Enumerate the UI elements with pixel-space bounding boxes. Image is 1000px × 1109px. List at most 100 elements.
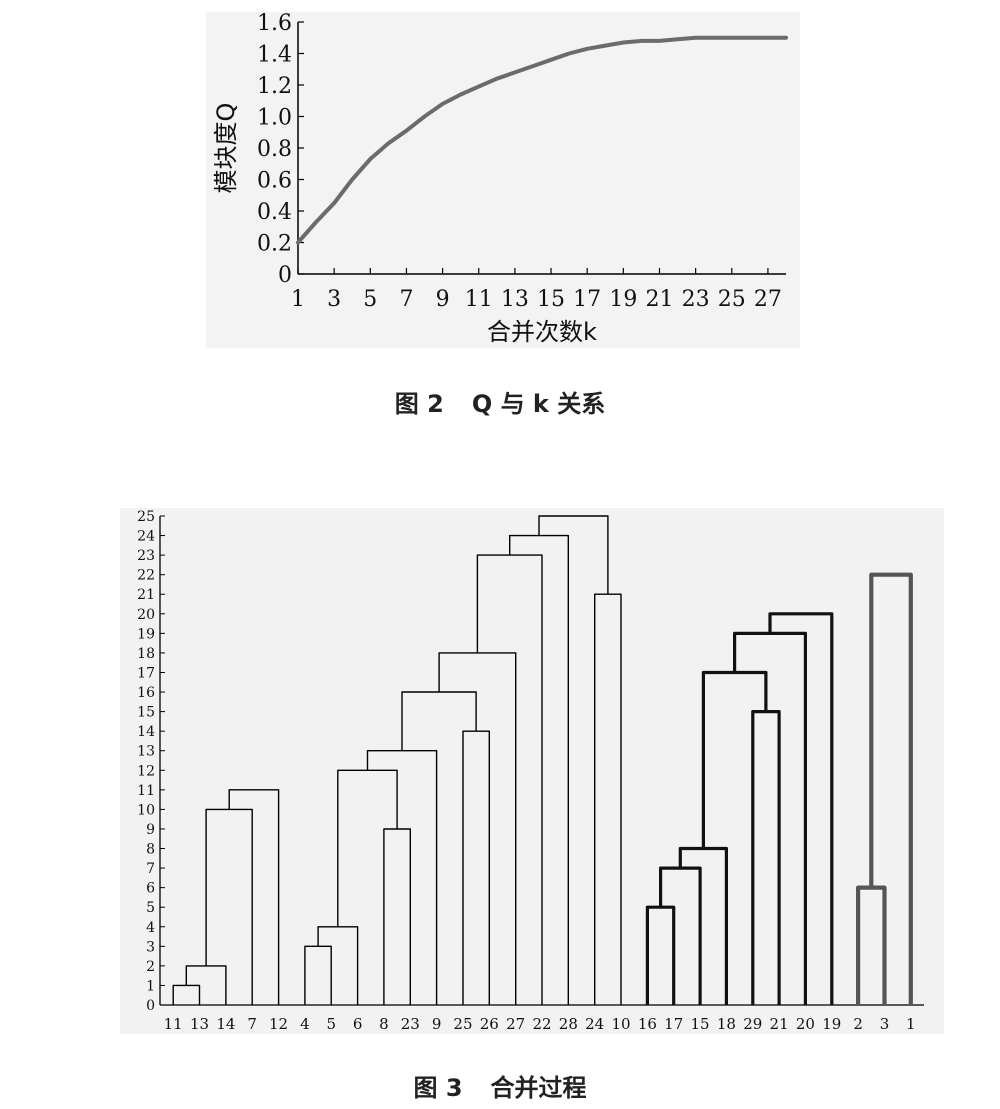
dendrogram-merge-link [462, 730, 490, 1005]
y-tick-label: 11 [137, 783, 155, 799]
leaf-label: 5 [326, 1015, 336, 1033]
y-tick-label: 7 [146, 861, 155, 877]
y-tick-label: 15 [137, 705, 155, 721]
y-tick-label: 2 [146, 959, 155, 975]
q-data-point [676, 38, 679, 41]
leaf-label: 26 [480, 1015, 499, 1033]
q-data-point [532, 65, 534, 67]
y-tick-label: 23 [137, 548, 155, 564]
dendrogram-merge-link [366, 750, 438, 1005]
merge-process-chart-panel: 0 1 2 3 4 5 6 7 8 9 10 11 12 13 14 15 16 17 18 19 20 21 22 23 24… [120, 508, 944, 1034]
leaf-label: 4 [300, 1015, 310, 1033]
q-data-point [749, 36, 751, 39]
dendrogram-merge-link [869, 572, 913, 1005]
leaf-label: 8 [379, 1015, 389, 1033]
y-tick-label: 14 [137, 724, 155, 740]
y-tick-label: 13 [137, 744, 155, 760]
x-tick-label: 3 [327, 287, 341, 312]
x-tick-label: 25 [718, 287, 746, 312]
dendrogram-merge-link [538, 515, 609, 595]
y-tick-label: 18 [137, 646, 155, 662]
q-data-point [712, 36, 715, 39]
dendrogram-merge-link [205, 808, 253, 1005]
leaf-label: 16 [638, 1015, 657, 1033]
x-tick-label: 13 [501, 287, 529, 312]
y-tick-label: 1.6 [257, 12, 292, 36]
dendrogram-merge-link [401, 691, 477, 751]
q-data-point [586, 47, 588, 50]
dendrogram-merge-link [509, 534, 569, 1005]
dendrogram-merge-link [317, 926, 359, 1005]
q-data-point [604, 44, 607, 47]
figure3-caption-number: 图 3 [413, 1074, 463, 1102]
y-tick-label: 8 [146, 842, 155, 858]
y-tick-label: 19 [137, 626, 155, 642]
y-tick-label: 1.2 [257, 74, 292, 99]
leaf-label: 14 [216, 1015, 235, 1033]
dendrogram-merge-link [856, 885, 887, 1005]
leaf-label: 1 [906, 1015, 916, 1033]
dendrogram-merge-link [768, 612, 834, 1005]
x-tick-label: 19 [609, 287, 637, 312]
leaf-label: 20 [796, 1015, 815, 1033]
q-data-point [514, 71, 516, 74]
q-vs-k-chart-panel: 1 3 5 7 9 11 13 15 17 19 21 23 25 27 0 0.2 0.4 0.6 0.8 1.0 1… [206, 12, 800, 348]
q-data-point [767, 36, 769, 39]
q-data-point [423, 115, 426, 118]
y-tick-label: 4 [146, 920, 155, 936]
y-tick-label: 0 [146, 998, 155, 1014]
leaf-label: 28 [559, 1015, 578, 1033]
leaf-label: 25 [453, 1015, 472, 1033]
y-tick-label: 5 [146, 900, 155, 916]
leaf-label: 9 [432, 1015, 442, 1033]
leaf-label: 12 [269, 1015, 288, 1033]
y-tick-label: 0.4 [257, 200, 292, 225]
y-tick-label: 17 [137, 665, 155, 681]
y-tick-label: 10 [137, 802, 155, 818]
x-tick-label: 23 [682, 287, 710, 312]
x-tick-label: 11 [465, 287, 493, 312]
q-data-point [315, 221, 317, 223]
q-data-point [405, 129, 408, 132]
x-tick-label: 15 [537, 287, 565, 312]
leaf-label: 11 [164, 1015, 183, 1033]
q-data-point [441, 103, 444, 105]
dendrogram-merge-link [733, 631, 807, 1005]
dendrogram-merge-link [751, 710, 781, 1005]
y-tick-label: 0.8 [257, 137, 292, 162]
y-tick-label: 12 [137, 763, 155, 779]
dendrogram-merge-link [185, 965, 227, 1005]
leaf-label: 3 [880, 1015, 890, 1033]
x-tick-label: 21 [645, 287, 673, 312]
figure3-caption-title: 合并过程 [490, 1074, 587, 1102]
leaf-label: 19 [822, 1015, 841, 1033]
dendrogram-merge-link [304, 945, 332, 1005]
q-data-point [658, 40, 661, 42]
leaf-label: 17 [664, 1015, 683, 1033]
q-series-line [296, 35, 788, 245]
q-data-point [550, 59, 552, 61]
x-tick-label: 17 [573, 287, 601, 312]
dendrogram-merge-link [678, 846, 728, 1005]
leaf-label: 18 [717, 1015, 736, 1033]
q-data-point [459, 93, 462, 96]
q-data-point [369, 158, 372, 160]
figure2-caption-number: 图 2 [394, 390, 444, 418]
leaf-label: 10 [611, 1015, 630, 1033]
leaf-label: 27 [506, 1015, 525, 1033]
leaf-label: 22 [532, 1015, 551, 1033]
y-tick-label: 16 [137, 685, 155, 701]
dendrogram-merge-link [476, 554, 543, 1005]
leaf-label: 24 [585, 1015, 604, 1033]
x-tick-label: 7 [399, 287, 413, 312]
y-tick-label: 24 [137, 529, 155, 545]
x-tick-label: 9 [436, 287, 450, 312]
leaf-label: 21 [770, 1015, 789, 1033]
dendrogram-merge-link [701, 670, 768, 849]
y-tick-label: 25 [137, 509, 155, 525]
merge-process-dendrogram: 0123456789101112131415161718192021222324… [137, 509, 924, 1033]
y-tick-label: 22 [137, 568, 155, 584]
dendrogram-merge-link [383, 828, 411, 1005]
x-tick-label: 27 [754, 287, 782, 312]
q-data-point [694, 36, 697, 39]
